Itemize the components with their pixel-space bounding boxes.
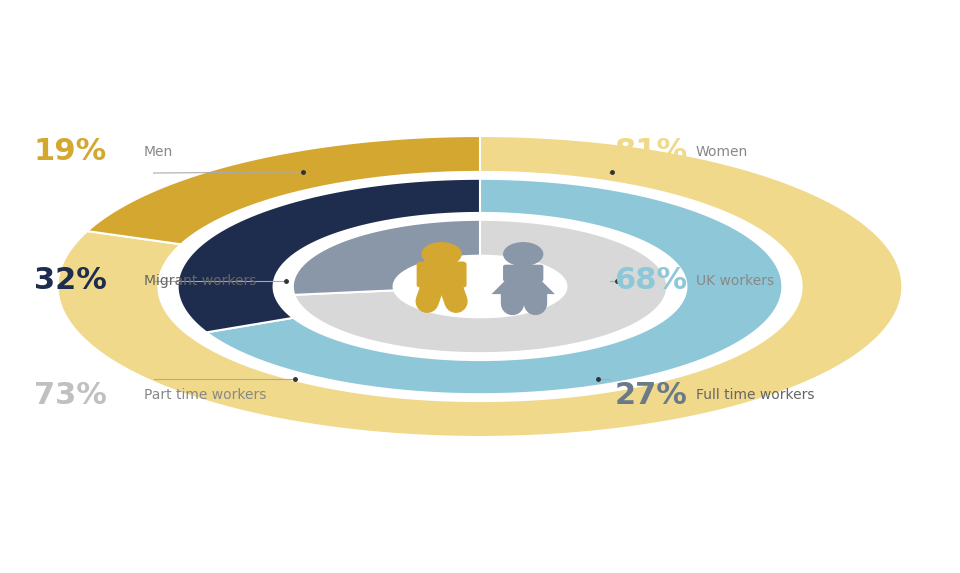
Text: Women: Women bbox=[696, 145, 748, 159]
Polygon shape bbox=[492, 280, 555, 294]
Text: 19%: 19% bbox=[34, 138, 107, 166]
Text: Full time workers: Full time workers bbox=[696, 388, 814, 402]
Polygon shape bbox=[295, 220, 667, 353]
Text: 73%: 73% bbox=[34, 381, 107, 410]
Polygon shape bbox=[178, 179, 480, 332]
FancyBboxPatch shape bbox=[417, 261, 467, 288]
Text: 68%: 68% bbox=[614, 266, 687, 295]
Text: Migrant workers: Migrant workers bbox=[144, 274, 256, 288]
Text: UK workers: UK workers bbox=[696, 274, 774, 288]
Text: Part time workers: Part time workers bbox=[144, 388, 266, 402]
Ellipse shape bbox=[503, 242, 543, 266]
Polygon shape bbox=[87, 136, 480, 244]
FancyBboxPatch shape bbox=[503, 265, 543, 281]
Text: 27%: 27% bbox=[614, 381, 687, 410]
Polygon shape bbox=[206, 179, 782, 394]
Text: 81%: 81% bbox=[614, 138, 687, 166]
Polygon shape bbox=[293, 220, 480, 295]
Text: Men: Men bbox=[144, 145, 173, 159]
Text: 32%: 32% bbox=[34, 266, 107, 295]
Polygon shape bbox=[58, 136, 902, 437]
Ellipse shape bbox=[421, 242, 462, 266]
